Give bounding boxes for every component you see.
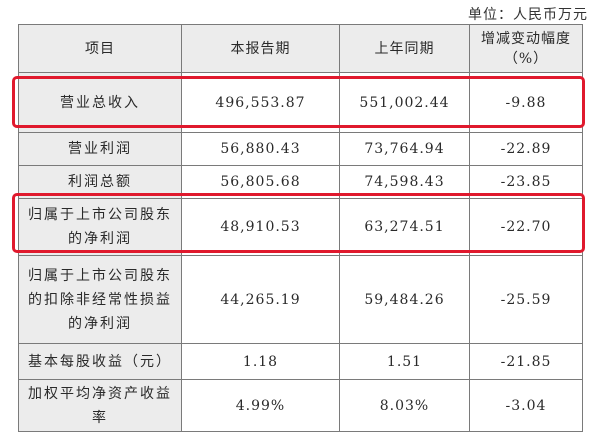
unit-label: 单位：人民币万元	[468, 7, 588, 23]
change-value: -9.88	[469, 72, 583, 133]
table-header-row: 项目 本报告期 上年同期 增减变动幅度（%）	[18, 24, 583, 73]
table-row: 归属于上市公司股东的扣除非经常性损益的净利润 44,265.19 59,484.…	[18, 255, 583, 344]
header-change-pct: 增减变动幅度（%）	[469, 24, 583, 73]
change-value: -23.85	[469, 165, 583, 199]
row-label: 归属于上市公司股东的扣除非经常性损益的净利润	[18, 255, 182, 344]
row-label: 营业总收入	[18, 72, 182, 133]
current-value: 44,265.19	[181, 255, 340, 344]
prior-value: 73,764.94	[339, 132, 470, 166]
row-label: 基本每股收益（元）	[18, 343, 182, 380]
prior-value: 8.03%	[339, 379, 470, 432]
change-value: -3.04	[469, 379, 583, 432]
row-label: 利润总额	[18, 165, 182, 199]
header-prior-period: 上年同期	[339, 24, 470, 73]
current-value: 56,880.43	[181, 132, 340, 166]
prior-value: 551,002.44	[339, 72, 470, 133]
prior-value: 1.51	[339, 343, 470, 380]
prior-value: 63,274.51	[339, 198, 470, 256]
table-row: 利润总额 56,805.68 74,598.43 -23.85	[18, 165, 583, 199]
current-value: 496,553.87	[181, 72, 340, 133]
header-current-period: 本报告期	[181, 24, 340, 73]
table-row: 营业总收入 496,553.87 551,002.44 -9.88	[18, 72, 583, 133]
header-item: 项目	[18, 24, 182, 73]
current-value: 56,805.68	[181, 165, 340, 199]
current-value: 1.18	[181, 343, 340, 380]
row-label: 归属于上市公司股东的净利润	[18, 198, 182, 256]
change-value: -22.70	[469, 198, 583, 256]
row-label: 加权平均净资产收益率	[18, 379, 182, 432]
change-value: -22.89	[469, 132, 583, 166]
table-row: 加权平均净资产收益率 4.99% 8.03% -3.04	[18, 379, 583, 432]
table-row: 归属于上市公司股东的净利润 48,910.53 63,274.51 -22.70	[18, 198, 583, 256]
current-value: 4.99%	[181, 379, 340, 432]
financial-summary-table: 项目 本报告期 上年同期 增减变动幅度（%） 营业总收入 496,553.87 …	[18, 24, 583, 432]
change-value: -21.85	[469, 343, 583, 380]
row-label: 营业利润	[18, 132, 182, 166]
table-row: 营业利润 56,880.43 73,764.94 -22.89	[18, 132, 583, 166]
change-value: -25.59	[469, 255, 583, 344]
prior-value: 74,598.43	[339, 165, 470, 199]
table-row: 基本每股收益（元） 1.18 1.51 -21.85	[18, 343, 583, 380]
current-value: 48,910.53	[181, 198, 340, 256]
prior-value: 59,484.26	[339, 255, 470, 344]
